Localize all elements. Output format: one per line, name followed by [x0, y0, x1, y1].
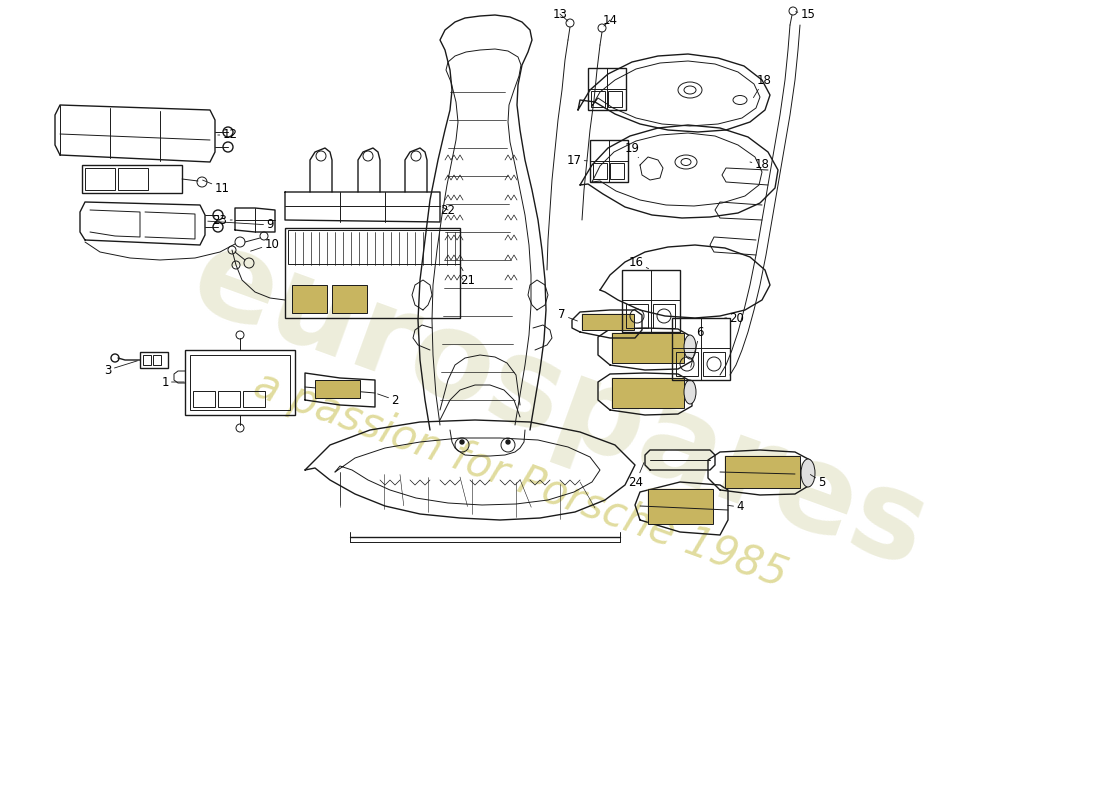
Bar: [288, 230, 460, 264]
Circle shape: [460, 440, 464, 444]
Bar: [582, 314, 634, 330]
Text: 17: 17: [566, 154, 587, 166]
Bar: [612, 378, 684, 408]
Bar: [143, 355, 151, 365]
Bar: [591, 91, 605, 107]
Bar: [315, 380, 360, 398]
Bar: [85, 168, 116, 190]
Bar: [648, 489, 713, 524]
Text: 19: 19: [625, 142, 639, 158]
Bar: [590, 140, 628, 182]
Bar: [621, 270, 680, 332]
Bar: [703, 352, 725, 376]
Text: 10: 10: [251, 238, 279, 251]
Ellipse shape: [801, 459, 815, 487]
Ellipse shape: [684, 380, 696, 404]
Bar: [593, 163, 607, 179]
Bar: [653, 304, 675, 328]
Text: 23: 23: [212, 214, 232, 226]
Bar: [672, 318, 730, 380]
Bar: [582, 314, 634, 330]
Bar: [243, 391, 265, 407]
Text: 20: 20: [725, 311, 745, 325]
Bar: [725, 456, 800, 488]
Text: 12: 12: [218, 129, 238, 142]
Bar: [648, 489, 713, 524]
Text: 14: 14: [603, 14, 617, 26]
Text: a passion for Porsche 1985: a passion for Porsche 1985: [248, 364, 792, 596]
Bar: [608, 91, 622, 107]
Text: 1: 1: [162, 375, 184, 389]
Text: 3: 3: [104, 361, 138, 377]
Text: 24: 24: [628, 462, 643, 489]
Bar: [610, 163, 624, 179]
Text: 18: 18: [754, 74, 771, 98]
Bar: [185, 350, 295, 415]
Text: 21: 21: [461, 267, 475, 286]
Bar: [626, 304, 648, 328]
Text: 2: 2: [377, 394, 398, 406]
Bar: [190, 355, 290, 410]
Bar: [315, 380, 360, 398]
Text: 7: 7: [558, 309, 578, 322]
Bar: [612, 333, 684, 363]
Text: eurospares: eurospares: [177, 218, 943, 592]
Text: 13: 13: [552, 7, 568, 21]
Text: 6: 6: [691, 326, 704, 367]
Text: 5: 5: [811, 474, 826, 489]
Text: 9: 9: [208, 218, 274, 231]
Bar: [192, 391, 215, 407]
Text: 15: 15: [795, 9, 815, 22]
Text: 22: 22: [440, 203, 455, 217]
Ellipse shape: [684, 335, 696, 359]
Bar: [140, 352, 168, 368]
Bar: [725, 456, 800, 488]
Bar: [218, 391, 240, 407]
Bar: [332, 285, 367, 313]
Text: 4: 4: [728, 501, 744, 514]
Bar: [612, 333, 684, 363]
Bar: [612, 378, 684, 408]
Text: 16: 16: [628, 255, 649, 269]
Text: 11: 11: [202, 180, 230, 194]
Bar: [292, 285, 327, 313]
Bar: [588, 68, 626, 110]
Bar: [285, 228, 460, 318]
Bar: [676, 352, 698, 376]
Circle shape: [506, 440, 510, 444]
Bar: [153, 355, 161, 365]
Bar: [82, 165, 182, 193]
Text: 18: 18: [750, 158, 769, 171]
Bar: [118, 168, 148, 190]
